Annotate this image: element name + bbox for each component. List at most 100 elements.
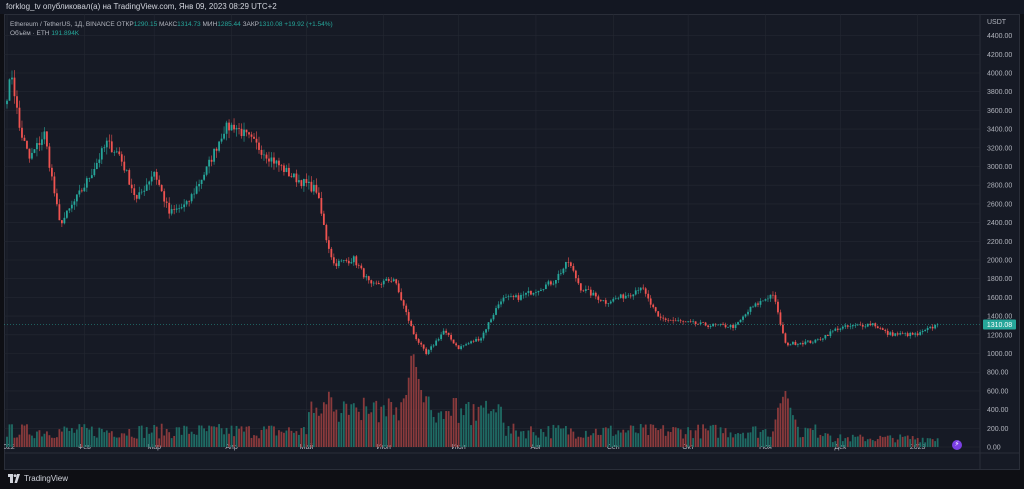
candle-body[interactable] [250,134,253,137]
candle-body[interactable] [73,201,76,205]
candle-body[interactable] [293,173,295,178]
candle-body[interactable] [916,333,919,336]
candle-body[interactable] [896,333,899,335]
candle-body[interactable] [462,345,465,347]
candle-body[interactable] [70,204,73,209]
candle-body[interactable] [784,333,787,343]
candle-body[interactable] [228,122,230,131]
candle-body[interactable] [365,276,368,278]
candle-body[interactable] [8,79,11,101]
candle-body[interactable] [582,290,585,292]
candle-body[interactable] [477,338,480,341]
candle-body[interactable] [906,333,909,337]
candle-body[interactable] [762,300,764,302]
candle-body[interactable] [155,171,158,180]
candle-body[interactable] [270,157,273,162]
candle-body[interactable] [280,165,283,166]
candle-body[interactable] [118,151,121,155]
candle-body[interactable] [263,154,265,156]
candle-body[interactable] [303,179,305,187]
candle-body[interactable] [492,314,495,320]
candle-body[interactable] [936,324,939,326]
candle-body[interactable] [273,157,275,164]
candle-body[interactable] [330,248,333,258]
date-tick-label[interactable]: Апр [225,444,237,451]
candle-body[interactable] [173,209,176,210]
candle-body[interactable] [931,326,934,329]
candle-body[interactable] [90,175,93,179]
candle-body[interactable] [345,260,348,261]
candle-body[interactable] [572,266,575,271]
candle-body[interactable] [747,311,749,315]
candle-body[interactable] [288,167,290,177]
candle-body[interactable] [584,289,587,291]
candle-body[interactable] [307,181,310,184]
candle-body[interactable] [797,344,799,346]
candle-body[interactable] [542,289,545,290]
candle-body[interactable] [861,324,864,327]
date-tick-label[interactable]: 2022 [4,444,15,451]
candle-body[interactable] [569,262,572,267]
candle-body[interactable] [779,312,782,325]
candle-body[interactable] [719,323,722,325]
candle-body[interactable] [664,318,667,320]
candle-body[interactable] [298,180,300,183]
candle-body[interactable] [153,171,156,177]
candle-body[interactable] [60,220,63,224]
candle-body[interactable] [350,262,353,264]
candle-body[interactable] [243,129,245,137]
candle-body[interactable] [410,320,413,327]
candle-body[interactable] [587,289,590,290]
candle-body[interactable] [305,179,308,184]
candle-body[interactable] [13,77,16,97]
candle-body[interactable] [604,300,607,304]
candle-body[interactable] [402,300,405,306]
candle-body[interactable] [709,326,712,327]
candle-body[interactable] [619,294,622,298]
candle-body[interactable] [490,319,492,323]
candle-body[interactable] [452,339,455,344]
candle-body[interactable] [11,77,13,80]
candle-body[interactable] [285,167,288,172]
candle-body[interactable] [335,263,338,267]
candle-body[interactable] [78,190,81,195]
candle-body[interactable] [150,176,153,182]
candle-body[interactable] [138,192,141,199]
candle-body[interactable] [577,278,580,284]
candle-body[interactable] [170,209,173,214]
candle-body[interactable] [839,328,842,330]
candle-body[interactable] [540,289,542,291]
candle-body[interactable] [46,131,48,147]
candle-body[interactable] [425,348,428,355]
candle-body[interactable] [465,344,467,346]
candle-body[interactable] [592,292,595,296]
candle-body[interactable] [160,184,163,192]
candle-body[interactable] [143,190,146,192]
candle-body[interactable] [926,327,929,331]
candle-body[interactable] [195,186,198,194]
candle-body[interactable] [198,184,201,187]
candle-body[interactable] [245,129,248,133]
candle-body[interactable] [507,296,510,298]
candle-body[interactable] [589,289,592,296]
candle-body[interactable] [824,335,827,339]
candle-body[interactable] [392,279,395,282]
date-tick-label[interactable]: Июн [377,444,391,451]
candle-body[interactable] [647,293,650,299]
candle-body[interactable] [347,260,350,264]
candle-body[interactable] [831,330,834,332]
candle-body[interactable] [18,107,21,128]
candle-body[interactable] [722,323,724,325]
candle-body[interactable] [180,207,183,209]
candle-body[interactable] [205,166,208,175]
candle-body[interactable] [814,339,817,343]
candle-body[interactable] [879,328,882,329]
candle-body[interactable] [53,176,56,194]
candle-body[interactable] [75,194,78,202]
candle-body[interactable] [854,325,857,326]
candle-body[interactable] [567,261,570,263]
candle-body[interactable] [844,325,847,327]
candle-body[interactable] [777,301,779,313]
candle-body[interactable] [579,283,582,291]
date-tick-label[interactable]: Июл [451,444,465,451]
